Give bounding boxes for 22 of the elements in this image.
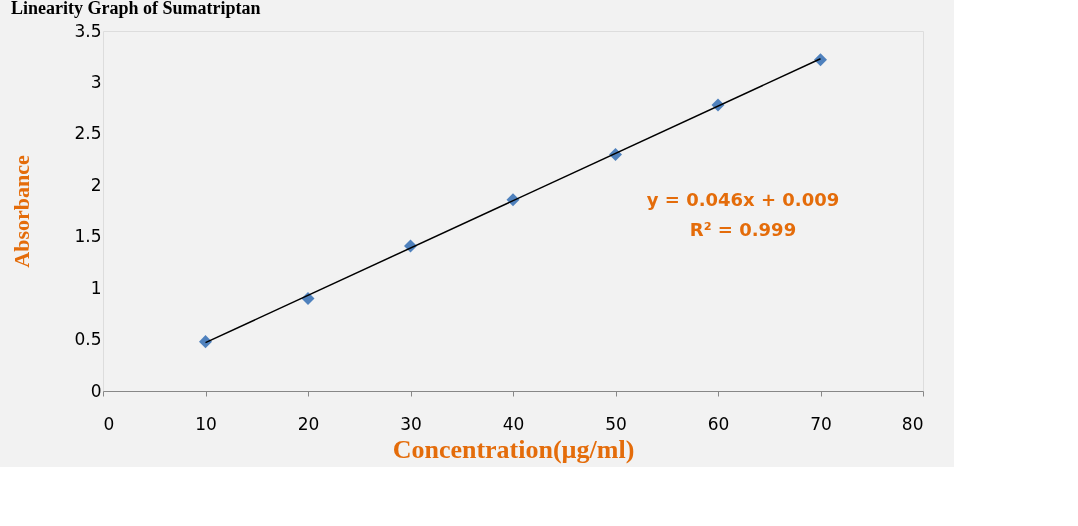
chart-title: Linearity Graph of Sumatriptan [10, 0, 261, 18]
x-tick-label: 40 [502, 413, 525, 434]
x-tick-label: 0 [103, 413, 115, 434]
y-tick-label: 0.5 [74, 329, 102, 350]
x-tick-label: 50 [605, 413, 627, 434]
x-tick-label: 30 [400, 413, 422, 434]
y-tick-label: 2 [90, 174, 102, 195]
y-tick-label: 3 [90, 71, 102, 92]
x-tick-label: 20 [297, 413, 320, 434]
y-tick-label: 1.5 [74, 226, 102, 247]
y-tick-label: 0 [90, 380, 102, 401]
x-tick-label: 10 [195, 413, 217, 434]
y-tick-label: 1 [90, 277, 102, 298]
x-tick-label: 60 [707, 413, 730, 434]
x-axis-title: Concentration(µg/ml) [392, 434, 635, 464]
x-tick-label: 70 [810, 413, 832, 434]
y-axis-title: Absorbance [9, 155, 35, 268]
annotation: y = 0.046x + 0.009 [646, 189, 840, 210]
y-tick-label: 2.5 [74, 123, 102, 144]
x-tick-label: 80 [901, 413, 924, 434]
annotation: R² = 0.999 [689, 219, 797, 240]
y-tick-label: 3.5 [74, 20, 102, 41]
